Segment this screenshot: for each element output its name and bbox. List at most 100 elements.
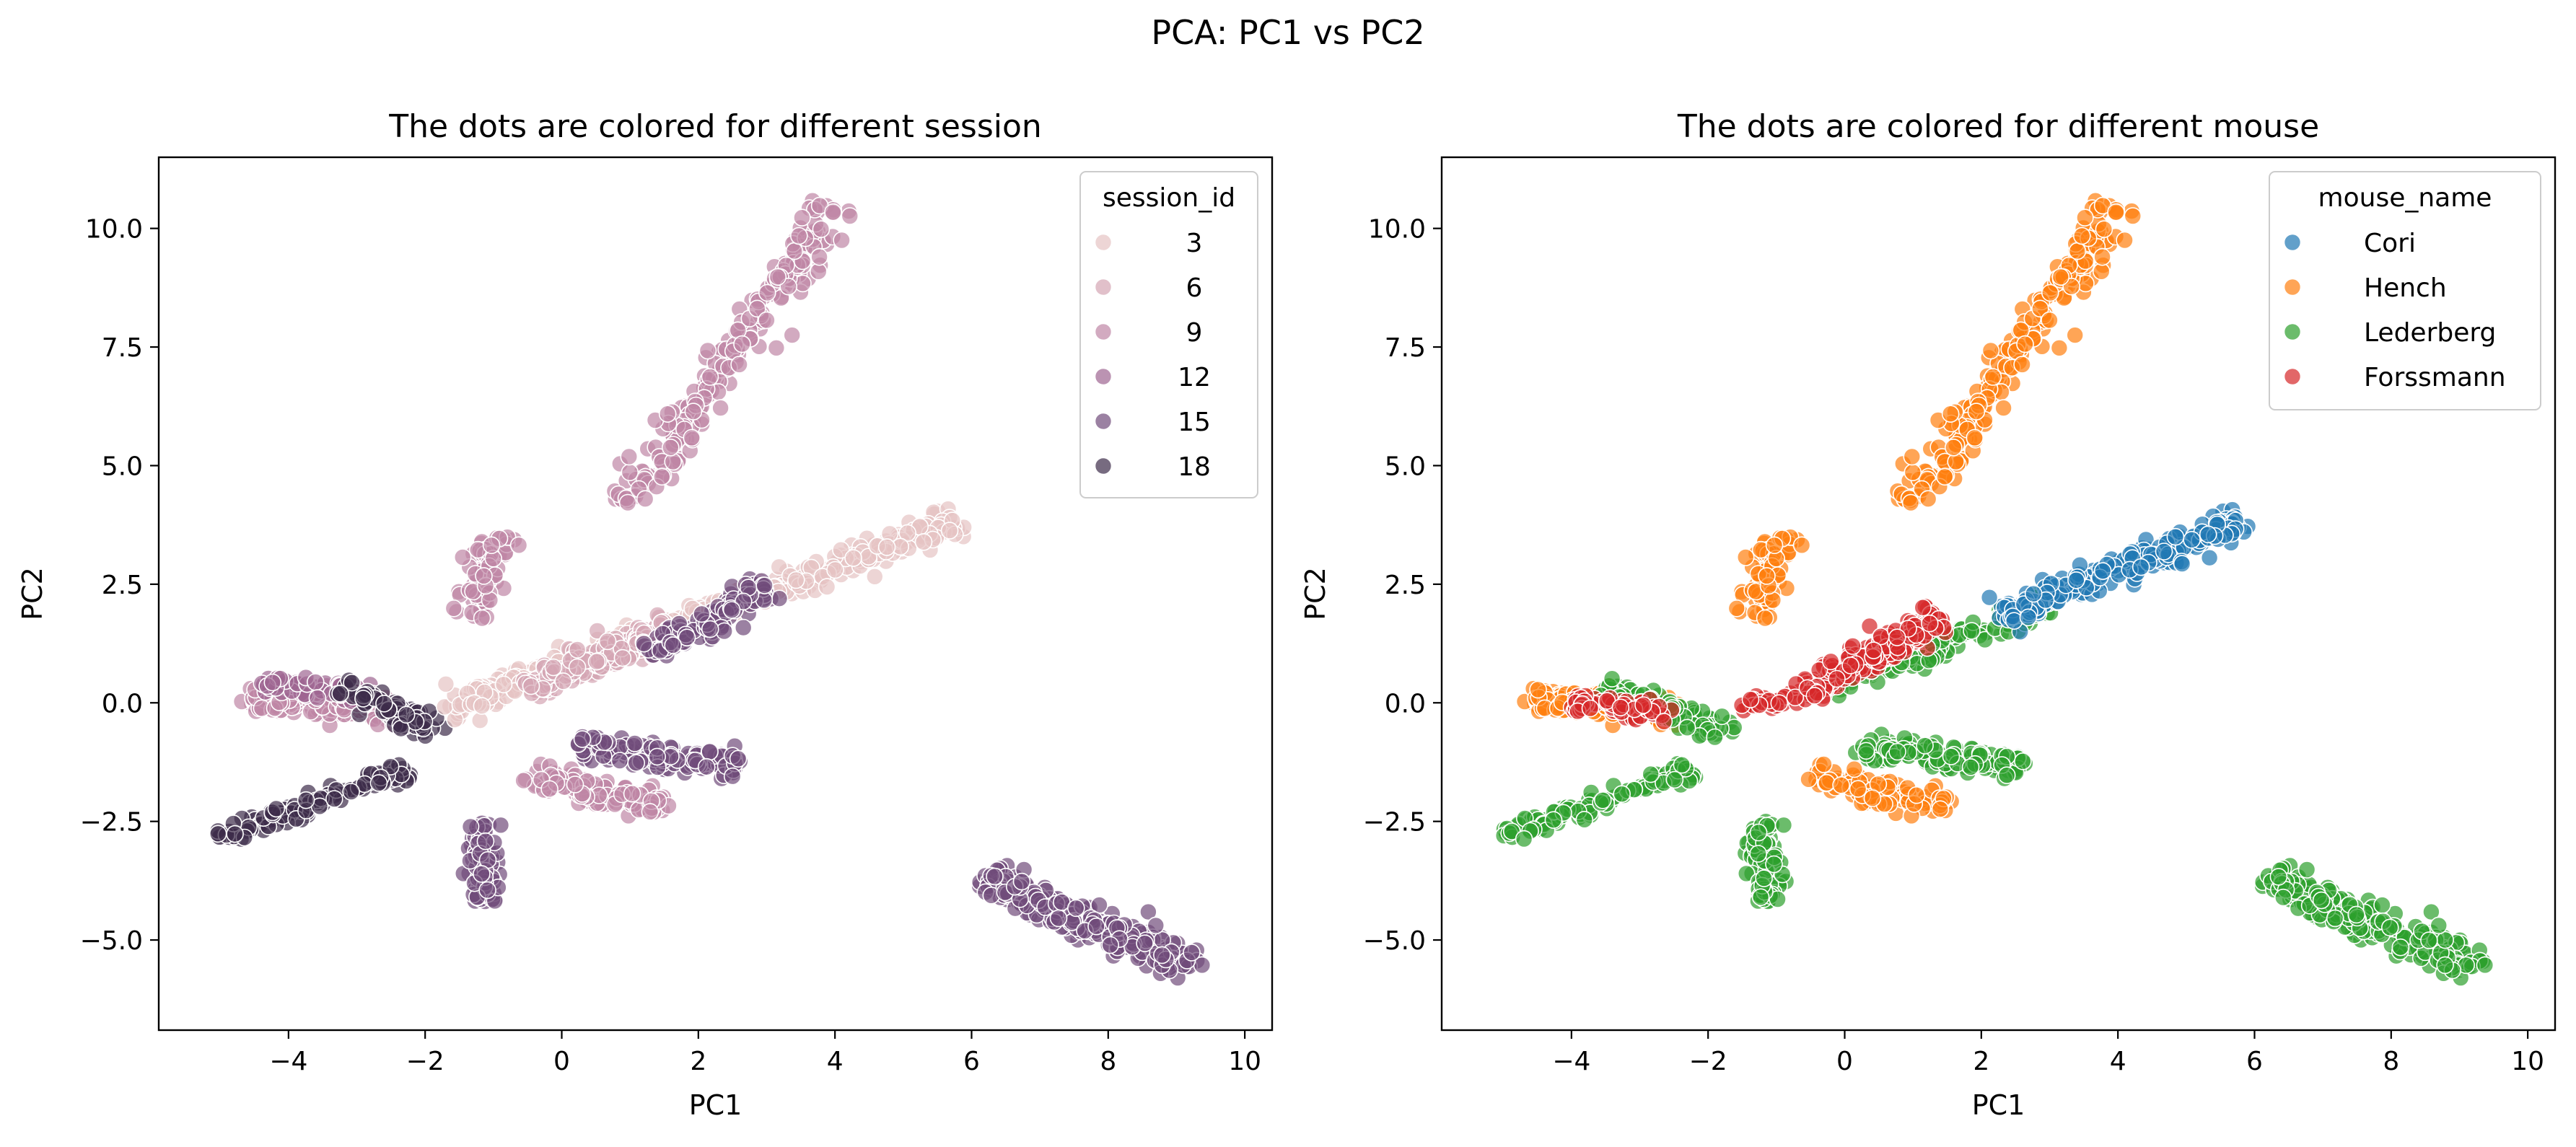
y-tick-label: 0.0 [1385, 689, 1426, 718]
data-point [1594, 791, 1612, 809]
data-point [758, 311, 776, 330]
data-point [711, 399, 730, 417]
data-point [2013, 356, 2031, 374]
data-point [308, 689, 327, 707]
x-tick-label: 10 [2511, 1047, 2544, 1076]
data-point [610, 752, 629, 770]
data-point [2274, 888, 2292, 907]
data-point [343, 673, 361, 692]
data-point [1914, 598, 1932, 617]
data-point [1012, 872, 1031, 891]
data-point [818, 578, 836, 596]
data-point [1800, 770, 1818, 788]
data-point [1805, 687, 1824, 705]
data-point [1907, 786, 1926, 804]
data-point [1963, 622, 1981, 640]
x-tick-label: 4 [2110, 1047, 2126, 1076]
data-point [697, 757, 716, 776]
data-point [2024, 584, 2043, 603]
data-point [684, 403, 703, 421]
data-point [678, 628, 696, 647]
data-point [635, 634, 653, 653]
x-tick-label: −4 [1552, 1047, 1590, 1076]
y-tick-label: −2.5 [1363, 808, 1426, 838]
data-point [730, 356, 748, 374]
data-point [1832, 776, 1850, 794]
legend-marker [1094, 322, 1113, 341]
x-tick-label: 2 [690, 1047, 706, 1076]
data-point [877, 538, 896, 556]
x-tick-label: 0 [553, 1047, 570, 1076]
data-point [1575, 811, 1594, 829]
points-layer [209, 191, 1212, 987]
data-point [2312, 891, 2331, 910]
data-point [263, 673, 282, 692]
data-point [2199, 525, 2217, 544]
data-point [898, 524, 916, 542]
data-point [940, 522, 959, 540]
data-point [1136, 934, 1154, 952]
data-point [1611, 698, 1630, 717]
data-point [2095, 220, 2113, 239]
data-point [1515, 830, 1533, 848]
data-point [568, 658, 587, 677]
x-tick-label: 10 [1228, 1047, 1261, 1076]
data-point [2016, 335, 2034, 353]
data-point [1581, 699, 1600, 718]
data-point [2041, 284, 2059, 302]
data-point [1967, 403, 1986, 421]
data-point [598, 632, 617, 651]
data-point [1841, 656, 1859, 674]
data-point [522, 677, 540, 695]
data-point [627, 754, 646, 772]
data-point [1916, 737, 1934, 755]
data-point [767, 338, 786, 357]
data-point [2476, 956, 2494, 975]
y-tick-label: −2.5 [80, 808, 143, 838]
data-point [1818, 773, 1836, 792]
data-point [701, 368, 719, 386]
x-tick-label: −2 [406, 1047, 444, 1076]
data-point [748, 299, 766, 318]
legend-entry-label: 15 [1178, 408, 1211, 437]
data-point [2050, 338, 2069, 357]
data-point [2041, 311, 2059, 330]
data-point [613, 649, 632, 667]
legend-marker [2283, 233, 2302, 252]
data-point [1673, 755, 1691, 774]
data-point [1921, 614, 1939, 633]
data-point [2073, 227, 2091, 245]
data-point [1857, 742, 1875, 760]
legend-entry-label: 9 [1186, 318, 1203, 348]
data-point [1792, 536, 1811, 555]
scatter-panel-mouse: The dots are colored for different mouse… [1300, 108, 2557, 1121]
data-point [2076, 208, 2094, 227]
data-point [354, 690, 372, 708]
y-axis-label: PC2 [1300, 567, 1331, 620]
data-point [698, 341, 717, 360]
data-point [1087, 917, 1105, 936]
y-axis-label: PC2 [17, 567, 48, 620]
y-tick-label: 10.0 [85, 215, 143, 245]
figure-suptitle: PCA: PC1 vs PC2 [1151, 13, 1425, 52]
data-point [914, 532, 933, 551]
data-point [2067, 571, 2085, 589]
data-point [1101, 936, 1119, 954]
data-point [810, 247, 828, 266]
data-point [1678, 718, 1696, 737]
data-point [2373, 896, 2391, 914]
data-point [1942, 747, 1961, 765]
data-point [1849, 780, 1867, 798]
data-point [1901, 493, 1920, 512]
data-point [1749, 845, 1767, 863]
x-axis-label: PC1 [1972, 1089, 2025, 1121]
legend-entry-label: 3 [1186, 229, 1203, 258]
data-point [587, 652, 606, 671]
y-tick-label: 5.0 [102, 452, 143, 481]
legend-title: session_id [1103, 183, 1235, 213]
data-point [473, 609, 491, 628]
data-point [1888, 628, 1906, 646]
data-point [755, 576, 774, 594]
data-point [790, 227, 808, 245]
